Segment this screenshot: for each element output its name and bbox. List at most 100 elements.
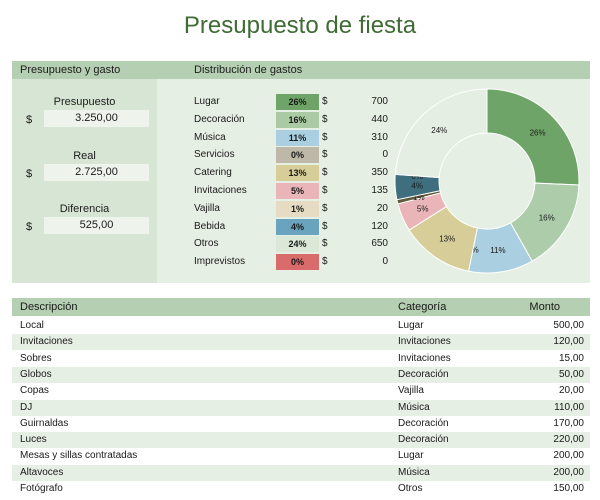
category-cell[interactable]: Lugar (398, 450, 424, 462)
donut-data-label: 1% (413, 193, 425, 202)
distribution-row: Música 11% $310 (0, 129, 600, 146)
category-cell[interactable]: Decoración (398, 417, 449, 429)
donut-slice-lugar[interactable] (486, 88, 580, 186)
description-cell[interactable]: Copas (20, 385, 49, 397)
amount-cell[interactable]: 50,00 (558, 368, 584, 380)
summary-panel-header: Presupuesto y gasto Distribución de gast… (12, 61, 590, 79)
description-cell[interactable]: Invitaciones (20, 336, 73, 348)
description-cell[interactable]: DJ (20, 401, 33, 413)
description-cell[interactable]: Fotógrafo (20, 483, 63, 494)
distribution-amount: 440 (371, 113, 388, 125)
amount-cell[interactable]: 200,00 (553, 466, 584, 478)
difference-label: Diferencia (59, 203, 110, 215)
distribution-row: Decoración 16% $440 (0, 111, 600, 128)
actual-currency: $ (26, 168, 33, 180)
budget-value-cell[interactable]: 3.250,00 (44, 110, 149, 127)
distribution-category: Música (194, 131, 226, 143)
expense-table-header: Descripción Categoría Monto (12, 298, 590, 316)
donut-data-label: 5% (417, 205, 429, 214)
table-row[interactable]: Fotógrafo Otros 150,00 (12, 481, 590, 497)
difference-currency: $ (26, 221, 33, 233)
distribution-percent: 11% (276, 129, 319, 146)
category-cell[interactable]: Decoración (398, 368, 449, 380)
distribution-row: Vajilla 1% $20 (0, 200, 600, 217)
amount-cell[interactable]: 15,00 (558, 352, 584, 364)
column-header-amount[interactable]: Monto (529, 301, 560, 313)
distribution-percent: 1% (276, 200, 319, 217)
distribution-category: Otros (194, 238, 219, 250)
table-row[interactable]: DJ Música 110,00 (12, 399, 590, 416)
donut-slice-otros[interactable] (394, 88, 488, 179)
distribution-amount: 135 (371, 185, 388, 196)
distribution-category: Decoración (194, 113, 245, 125)
category-cell[interactable]: Música (398, 466, 430, 478)
category-cell[interactable]: Otros (398, 483, 423, 494)
column-header-description[interactable]: Descripción (20, 301, 78, 313)
category-cell[interactable]: Vajilla (398, 385, 424, 397)
distribution-currency: $ (322, 220, 328, 232)
distribution-percent: 0% (276, 254, 319, 271)
table-row[interactable]: Altavoces Música 200,00 (12, 464, 590, 481)
amount-cell[interactable]: 150,00 (553, 483, 584, 494)
distribution-row: Invitaciones 5% $135 (0, 183, 600, 199)
distribution-section-header: Distribución de gastos (194, 64, 303, 76)
description-cell[interactable]: Altavoces (20, 466, 64, 478)
column-header-category[interactable]: Categoría (398, 301, 447, 313)
table-row[interactable]: Guirnaldas Decoración 170,00 (12, 416, 590, 432)
category-cell[interactable]: Música (398, 401, 430, 413)
distribution-percent: 5% (276, 183, 319, 199)
table-row[interactable]: Luces Decoración 220,00 (12, 432, 590, 449)
description-cell[interactable]: Mesas y sillas contratadas (20, 450, 138, 462)
actual-label: Real (73, 150, 96, 162)
distribution-row: Imprevistos 0% $0 (0, 254, 600, 271)
distribution-category: Servicios (194, 149, 235, 161)
description-cell[interactable]: Local (20, 320, 44, 331)
category-cell[interactable]: Invitaciones (398, 352, 451, 364)
table-row[interactable]: Local Lugar 500,00 (12, 318, 590, 334)
distribution-amount: 650 (371, 238, 388, 250)
table-row[interactable]: Mesas y sillas contratadas Lugar 200,00 (12, 448, 590, 464)
amount-cell[interactable]: 500,00 (553, 320, 584, 331)
distribution-currency: $ (322, 131, 328, 143)
description-cell[interactable]: Guirnaldas (20, 417, 69, 429)
category-cell[interactable]: Invitaciones (398, 336, 451, 348)
amount-cell[interactable]: 110,00 (554, 401, 584, 413)
distribution-percent: 0% (276, 147, 319, 164)
distribution-percent: 13% (276, 165, 319, 182)
expense-donut-chart: 26%16%11%0%13%5%1%4%0%24% (394, 88, 580, 274)
description-cell[interactable]: Globos (20, 368, 52, 380)
amount-cell[interactable]: 220,00 (553, 434, 584, 446)
distribution-currency: $ (322, 96, 328, 107)
donut-data-label: 4% (411, 182, 423, 191)
table-row[interactable]: Copas Vajilla 20,00 (12, 383, 590, 399)
donut-data-label: 16% (539, 214, 555, 223)
donut-data-label: 13% (439, 235, 455, 244)
actual-value-cell[interactable]: 2.725,00 (44, 164, 149, 181)
description-cell[interactable]: Sobres (20, 352, 52, 364)
table-row[interactable]: Globos Decoración 50,00 (12, 366, 590, 383)
distribution-amount: 0 (382, 149, 388, 161)
category-cell[interactable]: Lugar (398, 320, 424, 331)
table-row[interactable]: Invitaciones Invitaciones 120,00 (12, 334, 590, 351)
amount-cell[interactable]: 120,00 (553, 336, 584, 348)
amount-cell[interactable]: 20,00 (558, 385, 584, 397)
distribution-row: Catering 13% $350 (0, 165, 600, 182)
distribution-amount: 20 (376, 202, 388, 214)
distribution-amount: 0 (382, 256, 388, 268)
donut-data-label: 26% (530, 129, 546, 138)
distribution-category: Lugar (194, 96, 220, 107)
category-cell[interactable]: Decoración (398, 434, 449, 446)
distribution-currency: $ (322, 167, 328, 179)
amount-cell[interactable]: 170,00 (553, 417, 584, 429)
amount-cell[interactable]: 200,00 (553, 450, 584, 462)
difference-value-cell[interactable]: 525,00 (44, 217, 149, 234)
distribution-row: Servicios 0% $0 (0, 147, 600, 164)
distribution-row: Otros 24% $650 (0, 236, 600, 253)
distribution-currency: $ (322, 149, 328, 161)
budget-currency: $ (26, 114, 33, 126)
distribution-percent: 4% (276, 218, 319, 235)
page-title: Presupuesto de fiesta (183, 12, 417, 39)
description-cell[interactable]: Luces (20, 434, 47, 446)
table-row[interactable]: Sobres Invitaciones 15,00 (12, 351, 590, 367)
distribution-amount: 700 (371, 96, 388, 107)
